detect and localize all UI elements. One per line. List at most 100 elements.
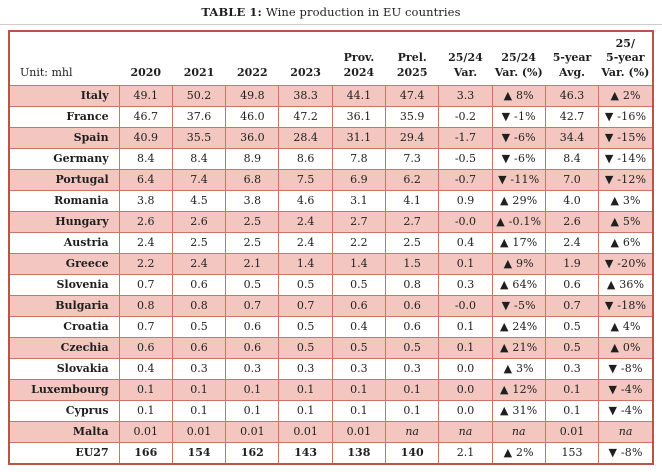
cell-value: -0.2 — [438, 105, 493, 128]
unit-label: Unit: mhl — [10, 32, 120, 86]
column-header-prel-2025: Prel. 2025 — [385, 32, 439, 86]
table-row-france: France 46.7 37.6 46.0 47.2 36.1 35.9 -0.2 ▼ -1% 4… — [10, 105, 652, 128]
table-row-luxembourg: Luxembourg 0.1 0.1 0.1 0.1 0.1 0.1 0.0 ▲ 12% 0.1 ▼… — [10, 378, 652, 401]
cell-value: 0.6 — [385, 315, 440, 338]
country-label: Hungary — [10, 210, 120, 233]
cell-value: 44.1 — [331, 84, 387, 107]
table-row-romania: Romania 3.8 4.5 3.8 4.6 3.1 4.1 0.9 ▲ 29% 4.0 ▲ 3% — [10, 189, 652, 212]
table-row-croatia: Croatia 0.7 0.5 0.6 0.5 0.4 0.6 0.1 ▲ 24% 0.5 ▲ 4% — [10, 315, 652, 338]
cell-value: ▲ 0% — [598, 336, 652, 359]
cell-value: ▲ 3% — [598, 189, 652, 212]
cell-value: 2.4 — [278, 210, 333, 233]
cell-value: 0.1 — [438, 252, 493, 275]
cell-value: 2.1 — [438, 441, 493, 463]
column-header-prov-2024: Prov. 2024 — [332, 32, 386, 86]
cell-value: na — [385, 420, 440, 443]
cell-value: ▼ -18% — [598, 294, 652, 317]
cell-value: 0.6 — [171, 336, 227, 359]
column-header-2023: 2023 — [278, 32, 333, 86]
cell-value: 154 — [171, 441, 227, 463]
cell-value: 7.3 — [385, 147, 440, 170]
cell-value: 0.3 — [385, 357, 440, 380]
cell-value: 36.0 — [225, 126, 280, 149]
cell-value: 0.01 — [118, 420, 173, 443]
cell-value: 1.5 — [385, 252, 440, 275]
cell-value: ▼ -6% — [491, 147, 546, 170]
cell-value: ▲ 9% — [491, 252, 546, 275]
cell-value: 3.3 — [438, 84, 493, 107]
cell-value: 0.7 — [118, 315, 173, 338]
cell-value: 0.7 — [544, 294, 600, 317]
cell-value: ▲ 8% — [491, 84, 546, 107]
cell-value: 8.4 — [171, 147, 227, 170]
cell-value: 2.6 — [171, 210, 227, 233]
cell-value: 2.2 — [331, 231, 387, 254]
cell-value: 2.4 — [544, 231, 600, 254]
cell-value: ▲ 6% — [598, 231, 652, 254]
table-caption-prefix: TABLE 1: — [201, 5, 262, 19]
cell-value: ▼ -20% — [598, 252, 652, 275]
cell-value: 0.3 — [278, 357, 333, 380]
cell-value: 0.8 — [385, 273, 440, 296]
cell-value: ▲ 2% — [491, 441, 546, 463]
cell-value: 0.1 — [171, 378, 227, 401]
cell-value: 0.5 — [331, 336, 387, 359]
cell-value: 0.8 — [171, 294, 227, 317]
cell-value: 0.7 — [278, 294, 333, 317]
cell-value: -1.7 — [438, 126, 493, 149]
cell-value: 42.7 — [544, 105, 600, 128]
cell-value: 0.3 — [171, 357, 227, 380]
cell-value: 0.1 — [331, 378, 387, 401]
data-table: Unit: mhl 2020 2021 2022 2023 Prov. 2024 Prel… — [10, 32, 652, 463]
cell-value: 0.1 — [278, 399, 333, 422]
cell-value: 1.9 — [544, 252, 600, 275]
cell-value: na — [598, 420, 652, 443]
cell-value: 0.0 — [438, 378, 493, 401]
table-caption-text: Wine production in EU countries — [265, 5, 461, 19]
cell-value: 35.5 — [171, 126, 227, 149]
cell-value: 28.4 — [278, 126, 333, 149]
cell-value: 0.0 — [438, 399, 493, 422]
table-row-slovenia: Slovenia 0.7 0.6 0.5 0.5 0.5 0.8 0.3 ▲ 64% 0.6 ▲ 3… — [10, 273, 652, 296]
cell-value: 0.01 — [171, 420, 227, 443]
country-label: Italy — [10, 84, 120, 107]
cell-value: 2.7 — [331, 210, 387, 233]
cell-value: 0.01 — [278, 420, 333, 443]
cell-value: 0.01 — [225, 420, 280, 443]
cell-value: ▲ 4% — [598, 315, 652, 338]
cell-value: 0.1 — [438, 336, 493, 359]
column-header-2021: 2021 — [172, 32, 226, 86]
cell-value: ▲ 17% — [491, 231, 546, 254]
cell-value: 37.6 — [171, 105, 227, 128]
cell-value: 0.1 — [544, 378, 600, 401]
country-label: Slovenia — [10, 273, 120, 296]
cell-value: 2.5 — [225, 210, 280, 233]
table-caption: TABLE 1: Wine production in EU countries — [0, 0, 662, 19]
cell-value: 8.4 — [544, 147, 600, 170]
cell-value: 0.4 — [118, 357, 173, 380]
cell-value: 6.2 — [385, 168, 440, 191]
cell-value: 0.1 — [385, 378, 440, 401]
table-row-greece: Greece 2.2 2.4 2.1 1.4 1.4 1.5 0.1 ▲ 9% 1.9 ▼ -20% — [10, 252, 652, 275]
cell-value: 0.01 — [331, 420, 387, 443]
cell-value: ▲ 31% — [491, 399, 546, 422]
cell-value: 46.7 — [118, 105, 173, 128]
cell-value: ▼ -6% — [491, 126, 546, 149]
cell-value: 0.6 — [385, 294, 440, 317]
cell-value: 50.2 — [171, 84, 227, 107]
cell-value: 6.8 — [225, 168, 280, 191]
cell-value: 0.6 — [331, 294, 387, 317]
cell-value: ▼ -1% — [491, 105, 546, 128]
cell-value: 0.5 — [278, 273, 333, 296]
cell-value: 2.5 — [225, 231, 280, 254]
cell-value: -0.0 — [438, 210, 493, 233]
table-row-malta: Malta 0.01 0.01 0.01 0.01 0.01 na na na 0.01 na — [10, 420, 652, 443]
cell-value: 0.01 — [544, 420, 600, 443]
cell-value: 3.1 — [331, 189, 387, 212]
cell-value: 8.4 — [118, 147, 173, 170]
cell-value: ▲ 36% — [598, 273, 652, 296]
cell-value: 0.7 — [225, 294, 280, 317]
cell-value: 36.1 — [331, 105, 387, 128]
country-label: Cyprus — [10, 399, 120, 422]
cell-value: 0.4 — [331, 315, 387, 338]
